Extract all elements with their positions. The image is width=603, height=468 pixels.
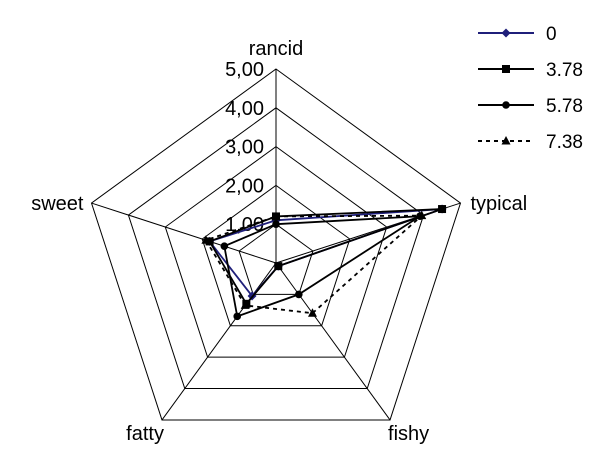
data-point (220, 242, 229, 251)
chart-axis-labels: rancid typical fishy fatty sweet (31, 38, 527, 445)
series-7.38 (201, 210, 427, 317)
series-line (204, 214, 425, 315)
tick-label: 5,00 (225, 59, 264, 81)
spoke-sweet (91, 202, 277, 264)
data-point (240, 300, 250, 309)
legend-item: 3.78 (478, 60, 583, 81)
data-point (307, 308, 317, 317)
grid-ring-2 (201, 184, 351, 327)
chart-legend: 0 3.78 5.78 7.38 (478, 24, 583, 153)
chart-tick-labels: 1,002,003,004,005,00 (225, 59, 264, 236)
legend-item: 7.38 (478, 132, 583, 153)
legend-marker (501, 28, 511, 38)
data-point (271, 211, 281, 220)
tick-label: 2,00 (225, 175, 264, 197)
legend-item: 5.78 (478, 96, 583, 117)
axis-label-typical: typical (471, 193, 528, 215)
data-point (295, 290, 303, 299)
legend-label: 3.78 (546, 60, 583, 81)
legend-marker (502, 65, 510, 73)
legend-item: 0 (478, 24, 557, 45)
legend-label: 7.38 (546, 132, 583, 153)
grid-ring-1 (238, 223, 314, 295)
data-point (233, 312, 242, 321)
data-point (438, 205, 447, 214)
axis-label-fatty: fatty (126, 423, 164, 445)
spoke-fishy (275, 262, 391, 421)
chart-series (201, 204, 447, 321)
axis-label-sweet: sweet (31, 193, 84, 215)
data-point (417, 210, 427, 220)
tick-label: 3,00 (225, 137, 264, 159)
axis-label-rancid: rancid (249, 38, 303, 60)
data-point (272, 220, 280, 228)
data-point (201, 235, 211, 244)
legend-label: 0 (546, 24, 557, 45)
grid-ring-4 (127, 107, 425, 390)
chart-spokes (91, 69, 461, 421)
axis-label-fishy: fishy (388, 423, 429, 445)
data-point (205, 237, 214, 246)
spoke-fatty (161, 262, 277, 421)
data-point (274, 262, 283, 271)
legend-label: 5.78 (546, 96, 583, 117)
grid-ring-5 (90, 68, 462, 421)
series-line (223, 215, 424, 318)
tick-label: 4,00 (225, 98, 264, 120)
legend-marker (501, 136, 511, 145)
series-line (208, 208, 443, 306)
legend-marker (502, 101, 510, 109)
